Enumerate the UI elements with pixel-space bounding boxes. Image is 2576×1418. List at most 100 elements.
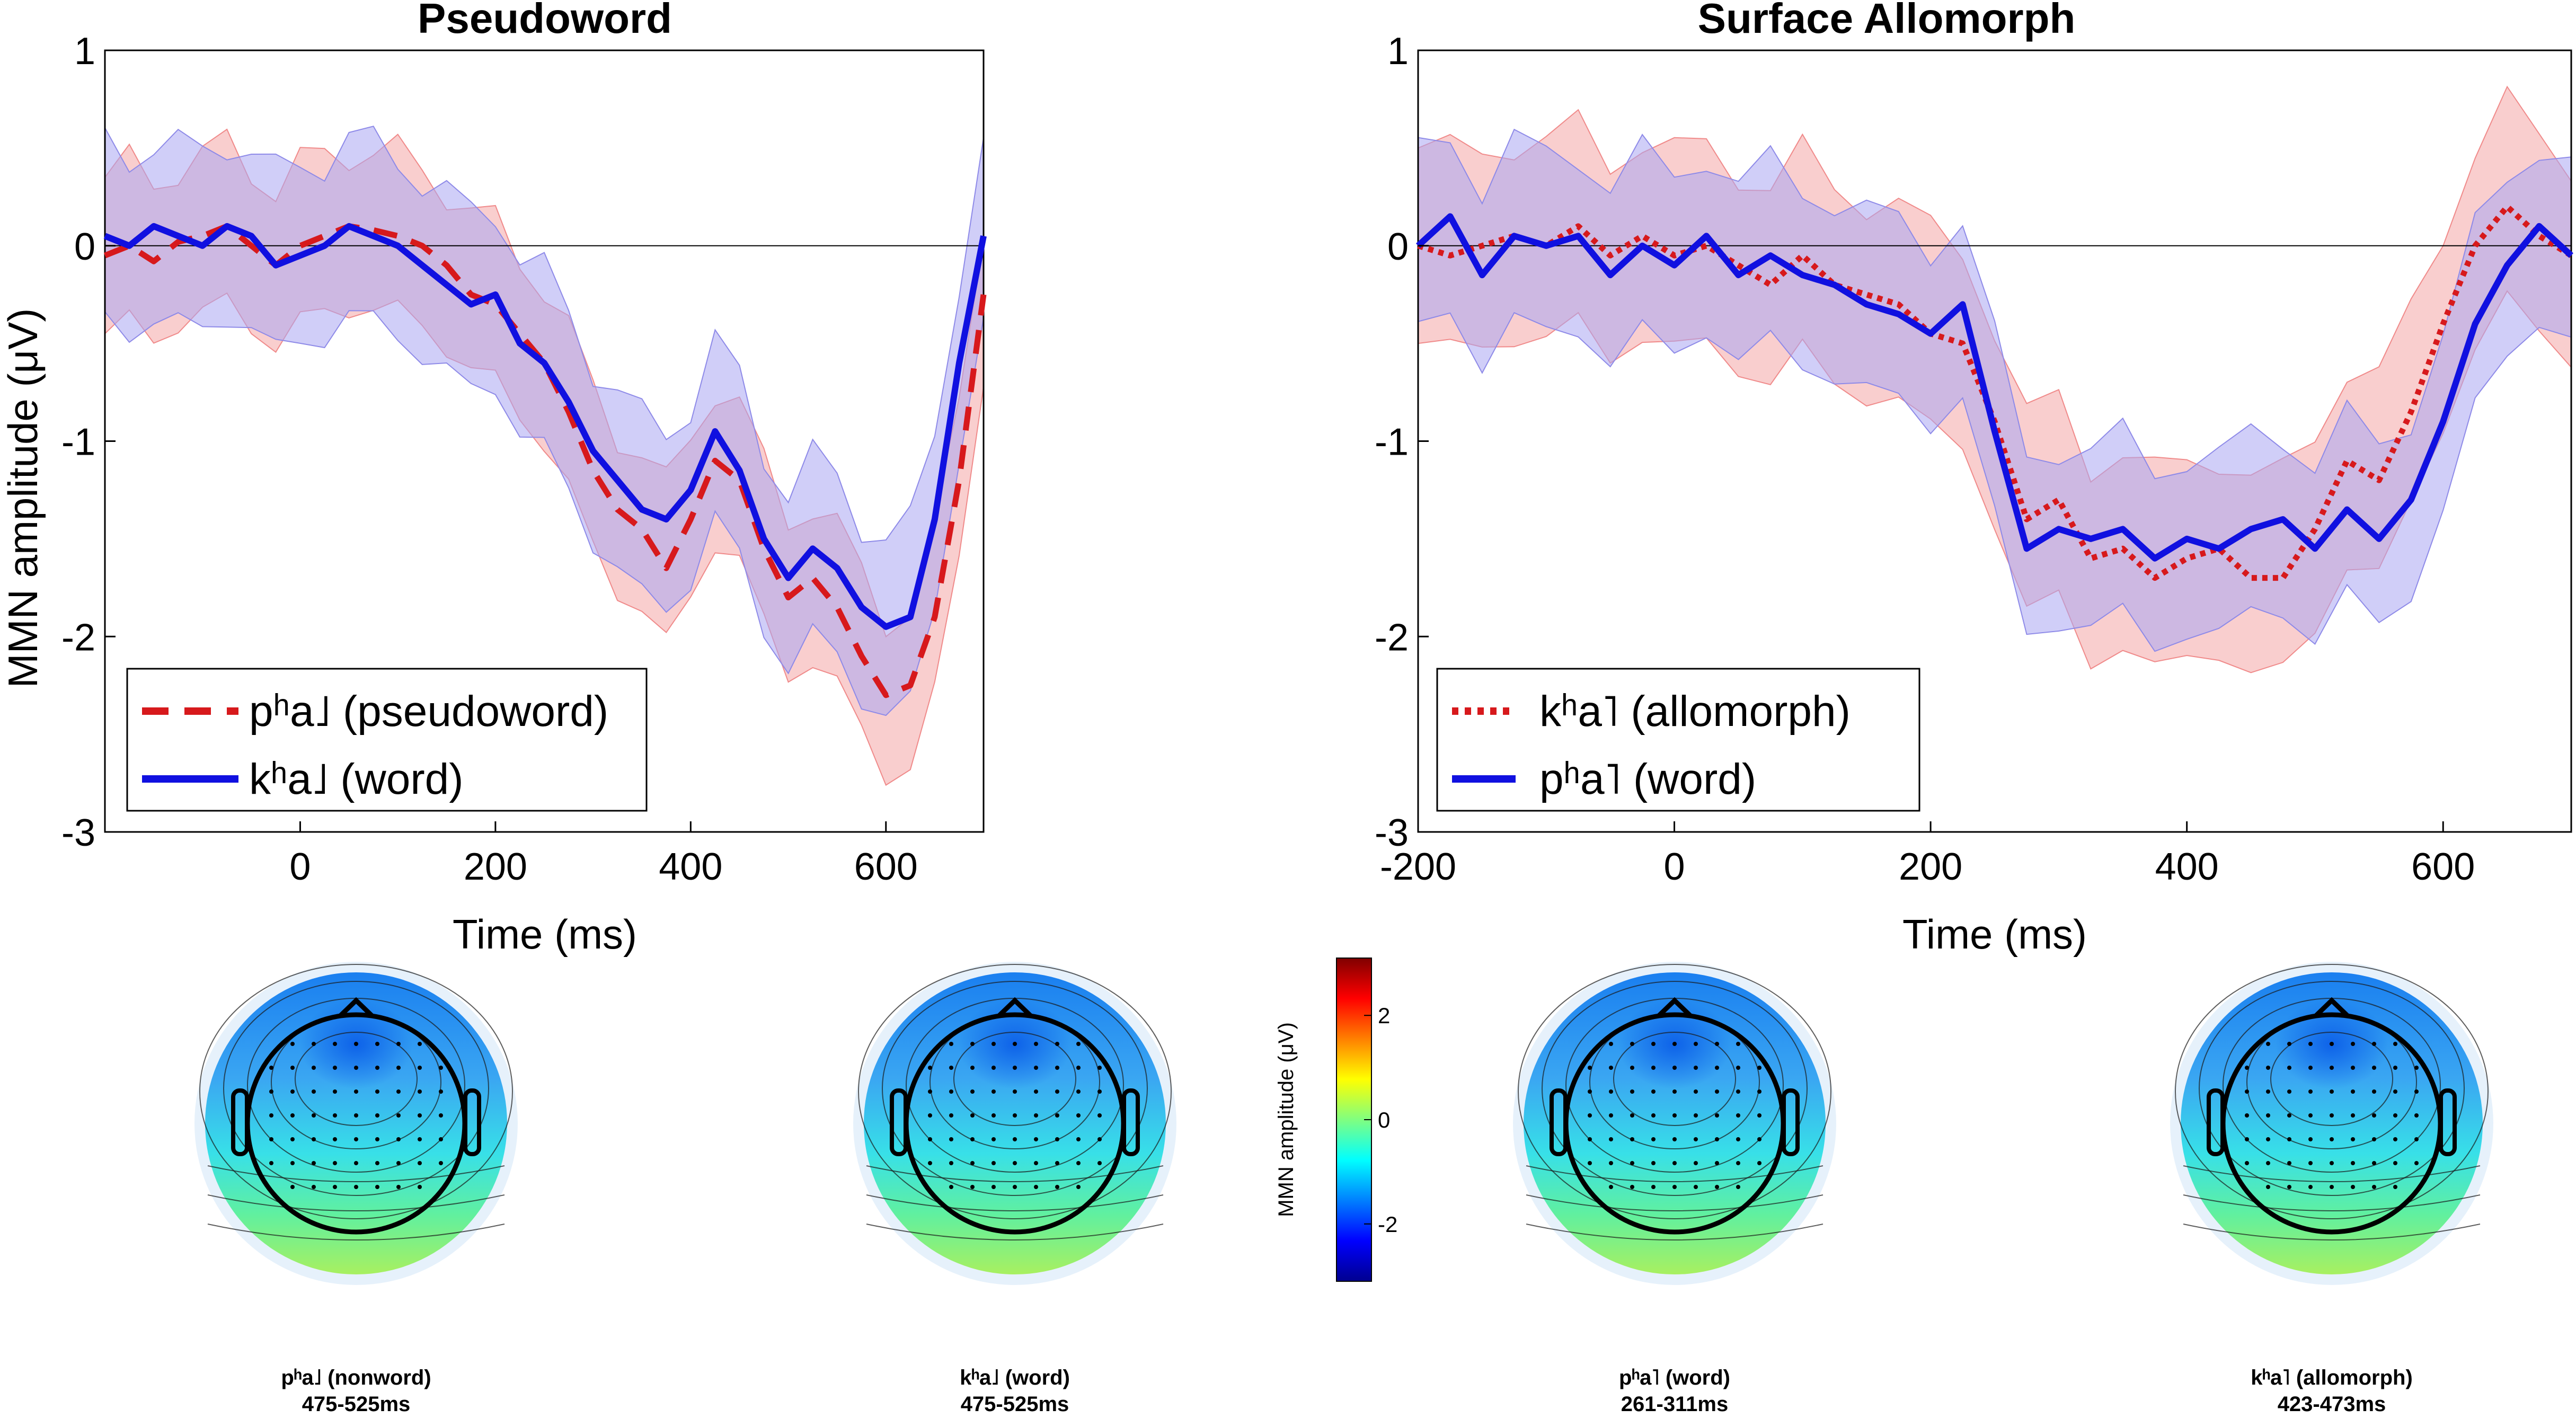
electrode	[1694, 1185, 1698, 1189]
electrode	[2266, 1137, 2270, 1141]
electrode	[2308, 1113, 2313, 1118]
topoplot-caption: pʰa˥ (word) 261-311ms	[1516, 1364, 1834, 1417]
electrode	[1034, 1089, 1038, 1094]
electrode	[1055, 1185, 1059, 1189]
topoplot-caption: pʰa˩ (nonword) 475-525ms	[197, 1364, 515, 1417]
electrode	[1588, 1161, 1592, 1165]
y-tick-label: -2	[61, 616, 95, 659]
topoplot-condition: pʰa˩ (nonword)	[281, 1366, 431, 1389]
right-ear-outline	[463, 1088, 481, 1156]
electrode	[312, 1113, 316, 1118]
electrode	[1630, 1066, 1634, 1070]
electrode	[312, 1089, 316, 1094]
electrode	[1013, 1161, 1017, 1165]
electrode	[2351, 1137, 2355, 1141]
electrode	[2414, 1089, 2419, 1094]
electrode	[418, 1185, 422, 1189]
electrode	[970, 1137, 975, 1141]
electrode	[1672, 1089, 1677, 1094]
electrode	[2393, 1185, 2397, 1189]
electrode	[928, 1161, 932, 1165]
y-tick-label: -3	[61, 812, 95, 854]
electrode	[418, 1113, 422, 1118]
topoplot-window: 475-525ms	[302, 1393, 411, 1416]
electrode	[333, 1113, 337, 1118]
electrode	[2330, 1185, 2334, 1189]
electrode	[418, 1161, 422, 1165]
electrode	[2266, 1042, 2270, 1046]
topoplot-contour	[2183, 1224, 2481, 1240]
electrode	[2393, 1137, 2397, 1141]
electrode	[1672, 1066, 1677, 1070]
electrode	[333, 1089, 337, 1094]
electrode	[1630, 1113, 1634, 1118]
electrode	[290, 1089, 295, 1094]
topoplot-contour	[207, 1194, 505, 1211]
electrode	[354, 1042, 358, 1046]
electrode	[992, 1137, 996, 1141]
electrode	[418, 1137, 422, 1141]
electrode	[928, 1066, 932, 1070]
x-tick-label: 400	[2155, 846, 2219, 888]
electrode	[1013, 1113, 1017, 1118]
electrode	[928, 1113, 932, 1118]
topoplot-contour	[207, 1224, 505, 1240]
electrode	[312, 1137, 316, 1141]
electrode	[290, 1161, 295, 1165]
electrode	[1672, 1113, 1677, 1118]
electrode	[312, 1042, 316, 1046]
electrode	[1757, 1089, 1761, 1094]
electrode	[2372, 1089, 2376, 1094]
electrode	[333, 1185, 337, 1189]
electrode	[375, 1185, 379, 1189]
electrode	[1651, 1042, 1656, 1046]
electrode	[1076, 1137, 1081, 1141]
nose-outline	[997, 997, 1033, 1018]
electrode	[396, 1066, 401, 1070]
series-line-dashed	[103, 223, 987, 698]
electrode	[970, 1042, 975, 1046]
electrode	[2287, 1185, 2291, 1189]
electrode	[2266, 1113, 2270, 1118]
electrode	[970, 1089, 975, 1094]
x-tick-label: 600	[854, 846, 918, 888]
electrode	[2308, 1042, 2313, 1046]
topoplot-contour	[866, 1165, 1164, 1182]
electrode	[312, 1185, 316, 1189]
electrode	[1630, 1089, 1634, 1094]
topoplot-caption: kʰa˥ (allomorph) 423-473ms	[2173, 1364, 2491, 1417]
electrode	[1715, 1089, 1719, 1094]
electrode	[269, 1113, 273, 1118]
electrode	[2414, 1066, 2419, 1070]
electrode	[1588, 1113, 1592, 1118]
electrode	[2287, 1113, 2291, 1118]
electrode	[375, 1161, 379, 1165]
electrode	[1076, 1066, 1081, 1070]
electrode	[1013, 1089, 1017, 1094]
electrode	[396, 1137, 401, 1141]
electrode	[439, 1161, 443, 1165]
electrode	[970, 1185, 975, 1189]
electrode	[1055, 1042, 1059, 1046]
left-ear-outline	[890, 1088, 908, 1156]
electrode	[1076, 1042, 1081, 1046]
electrode	[992, 1042, 996, 1046]
electrode	[2414, 1161, 2419, 1165]
legend: pʰa˩ (pseudoword) kʰa˩ (word)	[126, 668, 648, 812]
electrode	[1013, 1042, 1017, 1046]
topoplot-negativity	[1574, 994, 1775, 1153]
electrode	[396, 1089, 401, 1094]
electrode	[1076, 1113, 1081, 1118]
topoplot-contour	[1526, 1165, 1823, 1182]
electrode	[2287, 1137, 2291, 1141]
series-line-solid	[103, 223, 987, 630]
electrode	[1034, 1161, 1038, 1165]
electrode	[2308, 1137, 2313, 1141]
legend: kʰa˥ (allomorph) pʰa˥ (word)	[1436, 668, 1920, 812]
confidence-band-blue	[104, 126, 984, 716]
electrode	[1757, 1161, 1761, 1165]
electrode	[269, 1161, 273, 1165]
electrode	[1055, 1113, 1059, 1118]
series-line-solid	[1415, 213, 2574, 562]
electrode	[333, 1161, 337, 1165]
